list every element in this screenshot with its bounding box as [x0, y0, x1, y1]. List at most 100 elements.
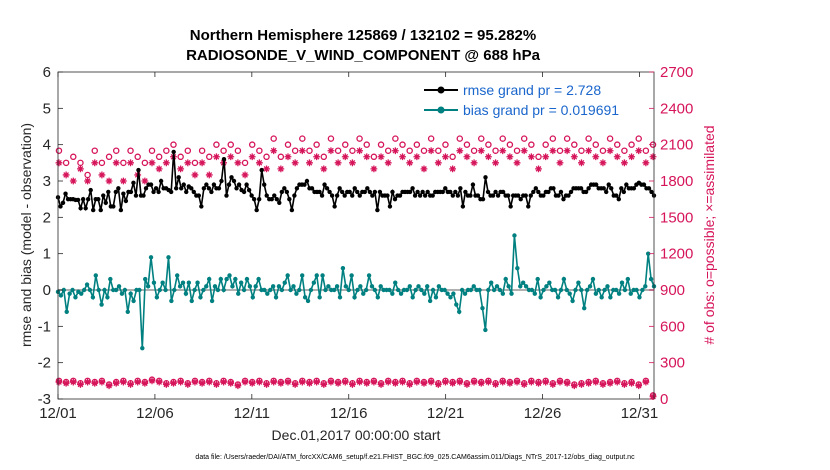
bias-point — [477, 287, 482, 293]
obs-possible-marker — [585, 135, 592, 142]
obs-assimilated-low-marker — [170, 379, 177, 387]
x-tick-label: 12/31 — [621, 405, 659, 422]
bias-point — [305, 298, 311, 304]
bias-point — [518, 284, 523, 289]
bias-point — [79, 291, 84, 296]
rmse-point — [60, 200, 66, 205]
obs-assimilated-low-marker — [148, 377, 156, 385]
rmse-point — [216, 186, 222, 191]
rmse-point — [531, 189, 536, 195]
bias-point — [369, 284, 375, 289]
bias-point — [125, 309, 130, 314]
obs-assimilated-marker — [91, 159, 99, 167]
bias-point — [442, 287, 447, 293]
bias-point — [422, 291, 427, 296]
bias-point — [425, 284, 430, 289]
obs-assimilated-marker — [191, 171, 199, 179]
obs-assimilated-marker — [198, 159, 206, 167]
obs-possible-marker — [442, 141, 449, 148]
obs-assimilated-low-marker — [205, 378, 213, 386]
obs-assimilated-marker — [55, 159, 63, 167]
obs-assimilated-marker — [98, 171, 106, 179]
rmse-point — [593, 182, 599, 187]
obs-assimilated-low-marker — [313, 378, 321, 386]
bias-point — [99, 302, 104, 307]
rmse-point — [390, 189, 395, 195]
rmse-point — [101, 193, 106, 198]
obs-assimilated-marker — [391, 147, 399, 155]
rmse-point — [332, 204, 337, 209]
bias-point — [509, 291, 514, 296]
rmse-point — [546, 189, 551, 195]
obs-possible-marker — [606, 135, 614, 142]
rmse-point — [189, 186, 194, 191]
obs-possible-marker — [234, 147, 242, 154]
obs-assimilated-marker — [520, 147, 528, 155]
bias-point — [361, 291, 366, 296]
rmse-point — [148, 182, 154, 187]
bias-point — [279, 287, 285, 293]
obs-possible-marker — [528, 141, 535, 148]
rmse-point — [319, 193, 325, 198]
y-tick-label: 1 — [43, 246, 51, 263]
bias-point — [535, 276, 540, 282]
obs-possible-marker — [177, 153, 184, 161]
obs-possible-marker — [91, 147, 99, 154]
bias-point — [346, 287, 351, 293]
bias-point — [244, 276, 250, 282]
rmse-point — [367, 189, 373, 195]
rmse-point — [352, 186, 357, 191]
bias-point — [500, 291, 506, 296]
rmse-point — [417, 193, 423, 198]
obs-assimilated-marker — [84, 177, 91, 185]
bias-point — [195, 280, 200, 285]
bias-point — [457, 309, 462, 314]
obs-assimilated-low-marker — [413, 378, 421, 386]
rmse-point — [500, 189, 506, 195]
rmse-point — [181, 182, 186, 187]
bias-point — [587, 284, 593, 289]
obs-possible-marker — [248, 141, 256, 148]
bias-point — [163, 287, 168, 293]
obs-possible-marker — [198, 147, 206, 154]
obs-assimilated-low-marker — [198, 379, 206, 387]
bias-point — [326, 284, 331, 289]
bias-point — [265, 291, 270, 296]
obs-possible-marker — [191, 159, 199, 167]
bias-point — [224, 276, 229, 282]
bias-point — [233, 276, 238, 282]
bias-point — [64, 309, 69, 314]
obs-possible-marker — [213, 141, 220, 148]
bias-point — [175, 273, 180, 278]
bias-point — [393, 280, 398, 285]
rmse-point — [372, 189, 378, 195]
obs-assimilated-marker — [298, 147, 306, 155]
obs-assimilated-low-marker — [520, 381, 528, 388]
obs-assimilated-marker — [649, 153, 657, 161]
rmse-point — [493, 189, 498, 195]
bias-point — [451, 291, 456, 296]
rmse-point — [58, 204, 63, 209]
bias-point — [375, 295, 381, 300]
y-axis-right: 0 300 600 900 1200 1500 1800 2100 2400 2700 — [649, 64, 693, 408]
obs-possible-marker — [363, 141, 370, 148]
rmse-point — [609, 186, 614, 191]
bias-point — [128, 291, 133, 296]
rmse-point — [262, 182, 267, 187]
bias-point — [506, 284, 511, 289]
obs-assimilated-marker — [556, 159, 564, 167]
bias-point — [180, 280, 186, 285]
obs-assimilated-marker — [413, 153, 421, 161]
obs-assimilated-marker — [205, 171, 213, 179]
bias-point — [573, 287, 578, 293]
bias-point — [596, 287, 601, 293]
rmse-point — [339, 189, 345, 195]
obs-assimilated-low-marker — [263, 381, 270, 388]
rmse-point — [234, 186, 239, 191]
rmse-point — [236, 182, 242, 187]
obs-assimilated-low-marker — [456, 378, 464, 386]
obs-assimilated-marker — [313, 153, 321, 161]
rmse-point — [453, 189, 458, 195]
obs-assimilated-marker — [119, 177, 127, 185]
